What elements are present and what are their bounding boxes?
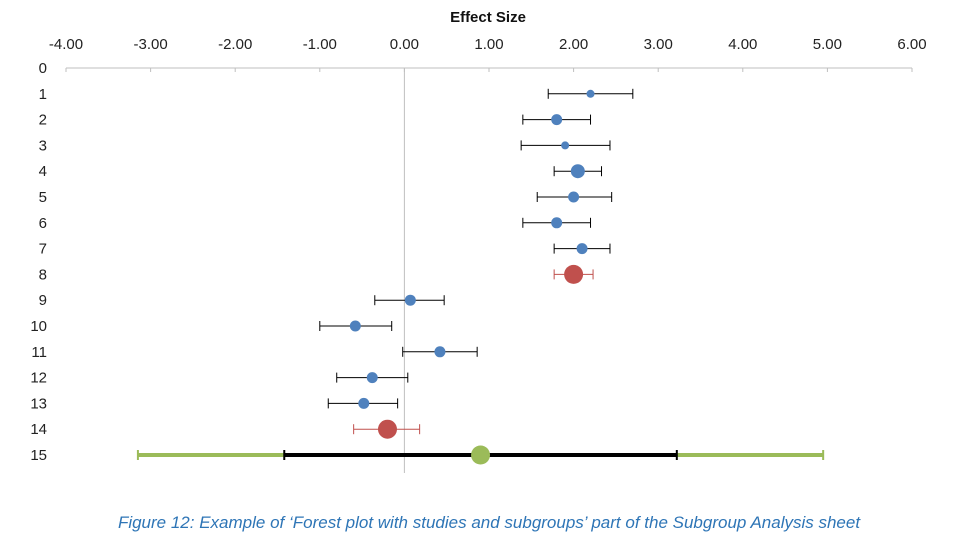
forest-plot: Effect Size -4.00 -3.00 -2.00 -1.00 0.00 1.00… [30, 9, 927, 473]
x-tick-label: -4.00 [49, 36, 83, 53]
subgroup-estimate-point [377, 419, 397, 439]
x-tick-label: 2.00 [559, 36, 588, 53]
y-tick-label: 13 [30, 395, 47, 412]
study-estimate-point [586, 89, 595, 98]
study-estimate-point [576, 243, 588, 255]
study-estimate-point [434, 346, 446, 358]
x-tick-label: -2.00 [218, 36, 252, 53]
y-tick-label: 3 [39, 137, 47, 154]
y-tick-label: 6 [39, 215, 47, 232]
y-tick-label: 5 [39, 189, 47, 206]
study-estimate-point [551, 217, 563, 229]
y-tick-label: 7 [39, 241, 47, 258]
y-tick-label: 15 [30, 447, 47, 464]
study-estimate-point [568, 191, 580, 203]
study-estimate-point [404, 294, 416, 306]
y-tick-label: 14 [30, 421, 47, 438]
x-tick-label: 4.00 [728, 36, 757, 53]
y-tick-label: 10 [30, 318, 47, 335]
overall-estimate-point [471, 445, 491, 465]
study-estimate-point [570, 164, 585, 179]
study-estimate-point [358, 397, 370, 409]
subgroup-estimate-point [564, 264, 584, 284]
study-estimate-point [551, 114, 563, 126]
study-estimate-point [366, 372, 378, 384]
x-tick-label: 0.00 [390, 36, 419, 53]
study-estimate-point [561, 141, 570, 150]
x-axis: -4.00 -3.00 -2.00 -1.00 0.00 1.00 2.00 3.00 4.00… [49, 36, 927, 473]
y-tick-label: 8 [39, 266, 47, 283]
x-tick-label: -1.00 [303, 36, 337, 53]
y-tick-label: 1 [39, 86, 47, 103]
y-tick-label: 2 [39, 112, 47, 129]
forest-marks [136, 88, 825, 465]
x-tick-label: 1.00 [474, 36, 503, 53]
y-tick-label: 9 [39, 292, 47, 309]
x-tick-label: 3.00 [644, 36, 673, 53]
study-estimate-point [349, 320, 361, 332]
x-tick-label: -3.00 [133, 36, 167, 53]
forest-plot-svg: Effect Size -4.00 -3.00 -2.00 -1.00 0.00 1.00… [30, 9, 927, 473]
y-tick-label: 4 [39, 163, 47, 180]
x-tick-label: 6.00 [897, 36, 926, 53]
y-tick-label: 12 [30, 370, 47, 387]
chart-title: Effect Size [450, 9, 526, 26]
y-tick-label: 0 [39, 60, 47, 77]
x-tick-label: 5.00 [813, 36, 842, 53]
y-tick-label: 11 [31, 344, 47, 361]
figure-caption: Figure 12: Example of ‘Forest plot with … [117, 513, 861, 532]
